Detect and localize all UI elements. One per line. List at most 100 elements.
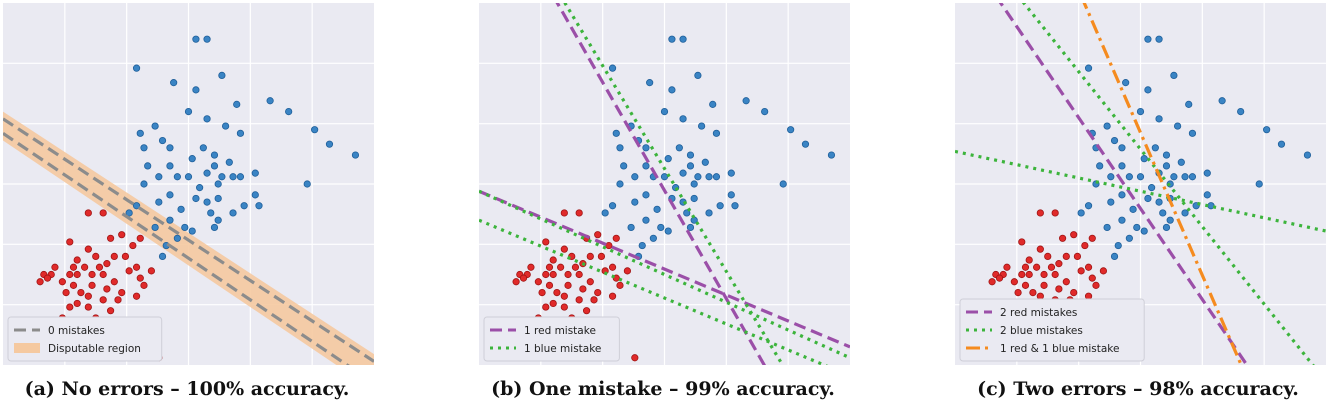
blue-point [1110, 136, 1119, 145]
red-point [1047, 263, 1056, 271]
red-point [1025, 256, 1033, 264]
red-point [549, 299, 557, 308]
red-point [1014, 288, 1022, 297]
red-point [612, 234, 620, 242]
blue-point [727, 191, 735, 199]
legend-label: 1 blue mistake [524, 343, 601, 355]
blue-point [1133, 223, 1141, 232]
blue-point [1136, 173, 1145, 181]
red-point [538, 288, 546, 297]
red-point [579, 285, 587, 293]
blue-point [1107, 198, 1115, 206]
red-point [1055, 260, 1063, 268]
red-point [51, 263, 59, 271]
blue-point [218, 173, 226, 181]
red-point [1055, 285, 1063, 293]
legend-label: Disputable region [48, 343, 141, 355]
red-point [608, 292, 617, 300]
blue-point [638, 241, 646, 250]
blue-point [173, 173, 181, 181]
boundary-line [479, 218, 829, 365]
red-point [73, 256, 81, 264]
red-point [103, 260, 111, 268]
red-point [586, 252, 594, 260]
blue-point [199, 144, 207, 152]
red-point [81, 263, 89, 271]
blue-point [236, 173, 245, 181]
blue-point [155, 173, 163, 181]
red-point [575, 270, 583, 279]
blue-point [218, 71, 226, 80]
blue-point [1255, 180, 1263, 188]
blue-point [351, 151, 360, 159]
blue-point [155, 198, 163, 206]
blue-point [1155, 35, 1163, 43]
red-point [84, 245, 92, 253]
red-point [1040, 270, 1048, 279]
blue-point [660, 173, 669, 181]
red-point [69, 281, 78, 289]
blue-point [1084, 64, 1093, 72]
blue-point [1114, 241, 1122, 250]
red-point [1081, 241, 1089, 250]
blue-point [196, 184, 204, 192]
blue-point [631, 198, 639, 206]
blue-point [1118, 191, 1126, 199]
red-point [545, 281, 554, 289]
legend-label: 2 blue mistakes [1000, 325, 1083, 337]
red-point [512, 278, 520, 286]
blue-point [1107, 173, 1115, 181]
red-point [519, 274, 528, 282]
blue-point [192, 35, 200, 43]
legend-box [483, 316, 620, 362]
blue-point [214, 180, 222, 188]
blue-point [251, 169, 259, 177]
red-point [1033, 263, 1041, 271]
red-point [1092, 281, 1100, 289]
blue-point [742, 97, 750, 105]
blue-point [132, 64, 141, 72]
red-point [1084, 292, 1093, 300]
boundary-line [479, 189, 850, 349]
red-point [1018, 238, 1026, 246]
blue-point [679, 115, 687, 123]
blue-point [210, 223, 219, 232]
legend: 0 mistakes Disputable region [7, 316, 163, 362]
blue-point [1125, 234, 1133, 242]
blue-point [1159, 209, 1167, 217]
blue-point [1237, 108, 1245, 116]
blue-point [712, 129, 721, 137]
caption-c: (c) Two errors – 98% accuracy. [977, 378, 1299, 400]
red-point [1021, 263, 1030, 271]
blue-point [686, 162, 695, 170]
red-point [616, 281, 624, 289]
red-point [1010, 278, 1018, 286]
blue-point [601, 209, 609, 217]
red-point [1051, 209, 1059, 217]
blue-point [664, 227, 672, 235]
blue-point [188, 155, 196, 163]
red-point [542, 270, 550, 279]
legend-box [959, 298, 1145, 362]
red-point [1036, 245, 1044, 253]
blue-point [1155, 198, 1163, 206]
red-point [623, 267, 632, 275]
red-point [571, 263, 580, 271]
blue-point [608, 202, 617, 210]
blue-point [203, 169, 211, 177]
blue-point [158, 136, 167, 145]
blue-point [229, 173, 237, 181]
blue-point [801, 140, 810, 148]
red-point [106, 307, 115, 315]
blue-point [679, 35, 687, 43]
red-point [1018, 270, 1026, 279]
blue-point [1144, 86, 1152, 94]
red-point [527, 263, 535, 271]
panel-3: 2 red mistakes 2 blue mistakes 1 red & 1 b… [955, 3, 1326, 365]
red-point [549, 256, 557, 264]
blue-point [207, 209, 215, 217]
blue-point [642, 144, 650, 152]
blue-point [675, 144, 683, 152]
blue-point [1181, 209, 1189, 217]
boundary-line [1021, 3, 1315, 365]
